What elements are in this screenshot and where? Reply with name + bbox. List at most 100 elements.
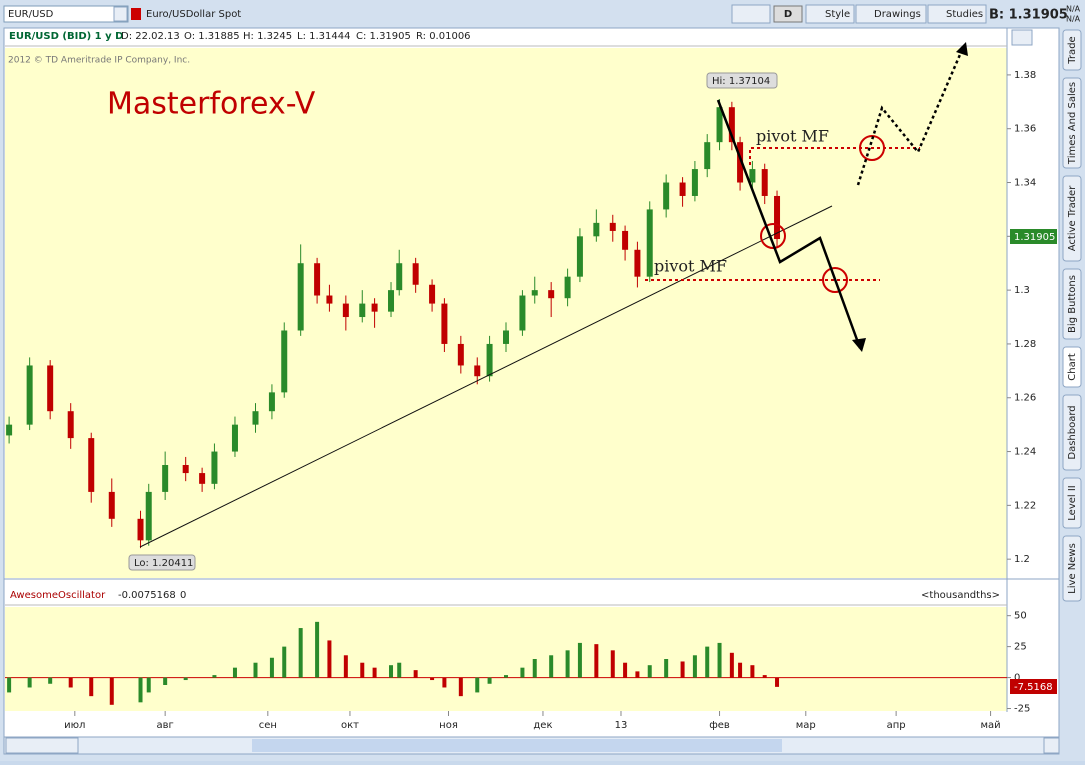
bar xyxy=(183,677,188,681)
candle-body xyxy=(486,343,493,377)
pivot-label: pivot MF xyxy=(756,127,829,146)
candle-body xyxy=(548,290,555,299)
x-tick-label: дек xyxy=(533,720,552,731)
x-tick-label: апр xyxy=(887,720,906,731)
price-plot xyxy=(5,48,1007,578)
bar xyxy=(372,667,377,678)
icon xyxy=(131,8,141,20)
hi-label: Hi: 1.37104 xyxy=(712,76,770,87)
candle-body xyxy=(679,182,686,196)
bar xyxy=(109,677,114,705)
side-tab[interactable] xyxy=(1062,29,1082,71)
side-tab[interactable] xyxy=(1062,394,1082,471)
candle-body xyxy=(268,392,275,412)
symbol: EUR/USD xyxy=(8,9,54,20)
tool-button[interactable] xyxy=(731,4,771,24)
dropdown[interactable] xyxy=(113,6,128,22)
bar xyxy=(729,652,734,678)
bar xyxy=(282,646,287,678)
candle-body xyxy=(281,330,288,393)
candle-body xyxy=(252,411,259,425)
side-tab-label: Live News xyxy=(1067,543,1078,594)
candle-body xyxy=(519,295,526,331)
bar xyxy=(532,659,537,678)
watermark: Masterforex-V xyxy=(107,87,316,122)
candle-body xyxy=(593,222,600,237)
candle-body xyxy=(531,290,538,296)
bar xyxy=(458,677,463,697)
lo-box xyxy=(128,554,196,571)
bar xyxy=(138,677,143,703)
candle-body xyxy=(622,230,629,250)
bar xyxy=(705,646,710,678)
side-tab-label: Active Trader xyxy=(1067,185,1078,251)
na: N/A xyxy=(1066,5,1081,14)
x-tick-label: сен xyxy=(259,720,277,731)
na: N/A xyxy=(1066,15,1081,24)
candle-body xyxy=(211,451,218,484)
candle-body xyxy=(145,491,152,541)
y-tick-label: 1.34 xyxy=(1014,178,1036,189)
studies-button[interactable] xyxy=(927,4,987,24)
chart-settings[interactable] xyxy=(1011,29,1033,46)
bar xyxy=(594,644,599,678)
candle-body xyxy=(503,330,509,344)
x-tick-label: авг xyxy=(157,720,174,731)
x-tick-label: июл xyxy=(64,720,85,731)
candle-body xyxy=(326,295,333,304)
candle-body xyxy=(728,107,735,143)
studies: Studies xyxy=(946,9,983,20)
side-tab-label: Trade xyxy=(1067,36,1078,64)
y-tick-label: 1.24 xyxy=(1014,447,1036,458)
candle-body xyxy=(371,303,378,312)
last-label: 1.31905 xyxy=(1014,232,1055,243)
header-date: D: 22.02.13 xyxy=(121,31,180,42)
side-tab[interactable] xyxy=(1062,535,1082,602)
candle-body xyxy=(576,236,583,277)
y-tick-label: 1.36 xyxy=(1014,124,1036,135)
bar xyxy=(315,621,320,678)
bar xyxy=(610,650,615,678)
side-tab[interactable] xyxy=(1062,175,1082,262)
bar xyxy=(565,650,570,678)
bar xyxy=(635,671,640,678)
candle-body xyxy=(646,209,653,277)
y-tick-label: 50 xyxy=(1014,611,1027,622)
bar xyxy=(738,662,743,678)
zoom-buttons[interactable] xyxy=(5,737,79,754)
style-button[interactable] xyxy=(805,4,855,24)
drawings-button[interactable] xyxy=(855,4,927,24)
scroll-thumb[interactable] xyxy=(252,739,782,752)
y-tick-label: 1.3 xyxy=(1014,285,1030,296)
bar xyxy=(413,670,418,678)
side-tab[interactable] xyxy=(1062,477,1082,529)
osc-last-box xyxy=(1010,679,1057,694)
y-tick-label: 1.2 xyxy=(1014,554,1030,565)
side-tab[interactable] xyxy=(1062,268,1082,340)
bar xyxy=(232,667,237,678)
side-tab[interactable] xyxy=(1062,346,1082,388)
side-tab-label: Chart xyxy=(1067,353,1078,381)
bar xyxy=(212,675,217,678)
candle-body xyxy=(774,195,781,240)
bar xyxy=(163,677,168,685)
description: Euro/USDollar Spot xyxy=(146,9,241,20)
bar xyxy=(680,661,685,678)
period-button[interactable] xyxy=(773,5,803,23)
scroll-button[interactable] xyxy=(1043,737,1060,754)
bar xyxy=(389,665,394,678)
bar xyxy=(775,677,780,687)
candle-body xyxy=(231,424,238,452)
header-range: R: 0.01006 xyxy=(416,31,471,42)
symbol-box[interactable] xyxy=(3,5,129,23)
osc-value: -0.0075168 xyxy=(118,590,176,601)
candle-body xyxy=(297,263,304,331)
candle-body xyxy=(412,263,419,285)
candle-body xyxy=(359,303,366,318)
side-tab[interactable] xyxy=(1062,77,1082,169)
candle-body xyxy=(441,303,448,344)
bar xyxy=(7,677,12,693)
osc-param: 0 xyxy=(180,590,186,601)
style: Style xyxy=(825,9,850,20)
bar xyxy=(623,662,628,678)
